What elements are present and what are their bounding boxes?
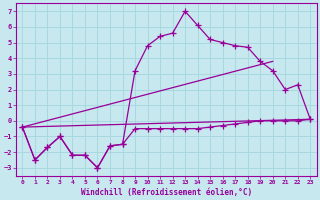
X-axis label: Windchill (Refroidissement éolien,°C): Windchill (Refroidissement éolien,°C) xyxy=(81,188,252,197)
